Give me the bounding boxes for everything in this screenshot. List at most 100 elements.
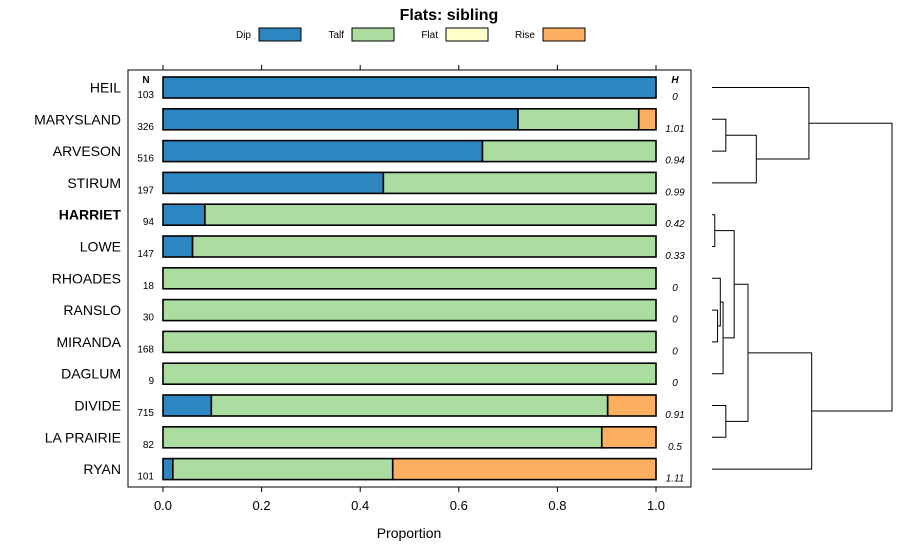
bar-row-la-prairie: LA PRAIRIE 82 0.5: [45, 425, 682, 453]
row-label-divide: DIVIDE: [74, 398, 121, 414]
row-label-arveson: ARVESON: [53, 143, 121, 159]
bar-segment-marysland-rise: [637, 108, 657, 131]
dendrogram-link-m3: [712, 87, 810, 160]
row-label-lowe: LOWE: [80, 239, 121, 255]
bar-segment-heil-dip: [162, 76, 657, 99]
bar-segment-stirum-dip: [162, 171, 385, 195]
bar-row-harriet: HARRIET 94 0.42: [59, 203, 685, 230]
dendrogram-link-m12: [808, 122, 893, 412]
h-column-header: H: [671, 75, 679, 86]
bar-segment-stirum-talf: [382, 171, 657, 195]
n-value-divide: 715: [137, 408, 154, 419]
legend-label-talf: Talf: [328, 30, 344, 41]
x-tick-label-0-6: 0.6: [450, 498, 468, 513]
dendrogram-link-m11: [712, 352, 813, 470]
x-tick-label-0-4: 0.4: [351, 498, 369, 513]
n-value-harriet: 94: [143, 217, 155, 228]
n-value-arveson: 516: [137, 154, 154, 165]
x-axis-title: Proportion: [377, 525, 442, 541]
bar-rows: HEIL 103 0 MARYSLAND 326 1.01 ARVESON 516 0.94 ST…: [34, 76, 685, 485]
bar-segment-marysland-talf: [517, 108, 640, 131]
bar-row-arveson: ARVESON 516 0.94: [53, 139, 685, 167]
n-value-la-prairie: 82: [143, 440, 155, 451]
h-value-miranda: 0: [672, 346, 678, 357]
row-label-daglum: DAGLUM: [61, 366, 121, 382]
dendrogram-link-m4: [712, 214, 716, 247]
row-label-rhoades: RHOADES: [52, 270, 121, 286]
bar-row-divide: DIVIDE 715 0.91: [74, 394, 685, 421]
dendrogram-link-m2: [712, 134, 757, 184]
chart-title: Flats: sibling: [400, 7, 499, 24]
bar-row-ryan: RYAN 101 1.11: [83, 457, 685, 485]
row-label-heil: HEIL: [90, 80, 121, 96]
bar-row-daglum: DAGLUM 9 0: [61, 362, 678, 389]
bar-row-rhoades: RHOADES 18 0: [52, 266, 678, 294]
bar-segment-daglum-talf: [162, 362, 657, 386]
x-tick-label-0-2: 0.2: [253, 498, 271, 513]
bar-segment-lowe-dip: [162, 235, 194, 258]
bar-row-heil: HEIL 103 0: [90, 76, 678, 103]
plot-frame: [127, 69, 692, 488]
dendrogram-link-m10: [725, 283, 749, 422]
legend-swatch-dip: [258, 27, 302, 42]
dendrogram-link-m1: [712, 118, 727, 152]
legend: Dip Talf Flat Rise: [236, 27, 586, 42]
bar-segment-arveson-talf: [481, 139, 657, 163]
h-value-ryan: 1.11: [666, 474, 685, 485]
row-label-ryan: RYAN: [83, 461, 121, 477]
x-tick-label-0-0: 0.0: [154, 498, 172, 513]
dendrogram-link-m9: [712, 405, 727, 438]
h-value-marysland: 1.01: [665, 124, 684, 135]
bar-segment-rhoades-talf: [162, 266, 657, 290]
legend-label-dip: Dip: [236, 30, 251, 41]
bar-segment-divide-rise: [606, 394, 657, 417]
bar-segment-harriet-dip: [162, 203, 206, 226]
bar-segment-ryan-rise: [391, 457, 657, 481]
bar-row-stirum: STIRUM 197 0.99: [67, 171, 685, 198]
bar-segment-divide-dip: [162, 394, 213, 417]
bar-segment-ryan-dip: [162, 457, 174, 481]
n-value-stirum: 197: [137, 185, 154, 196]
row-label-marysland: MARYSLAND: [34, 111, 121, 127]
bar-segment-la-prairie-rise: [600, 425, 657, 449]
bar-segment-miranda-talf: [162, 330, 657, 354]
bar-segment-la-prairie-talf: [162, 425, 603, 449]
n-value-daglum: 9: [148, 376, 154, 387]
h-value-heil: 0: [672, 92, 678, 103]
row-label-stirum: STIRUM: [67, 175, 121, 191]
bar-segment-divide-talf: [210, 394, 609, 417]
bar-segment-marysland-dip: [162, 108, 519, 131]
bar-row-miranda: MIRANDA 168 0: [56, 330, 678, 357]
h-value-lowe: 0.33: [665, 251, 685, 262]
bar-row-ranslo: RANSLO 30 0: [63, 298, 678, 326]
legend-label-flat: Flat: [421, 30, 438, 41]
n-value-rhoades: 18: [143, 281, 155, 292]
n-value-lowe: 147: [137, 249, 154, 260]
bar-row-lowe: LOWE 147 0.33: [80, 235, 685, 262]
x-tick-label-1-0: 1.0: [647, 498, 665, 513]
n-value-ranslo: 30: [143, 313, 155, 324]
x-tick-label-0-8: 0.8: [548, 498, 566, 513]
row-label-la-prairie: LA PRAIRIE: [45, 429, 121, 445]
x-axis: 0.0 0.2 0.4 0.6 0.8 1.0: [154, 65, 665, 513]
n-column-header: N: [142, 75, 149, 86]
n-value-miranda: 168: [137, 344, 154, 355]
n-value-heil: 103: [137, 90, 154, 101]
bar-segment-lowe-talf: [191, 235, 657, 258]
h-value-harriet: 0.42: [665, 219, 685, 230]
row-label-ranslo: RANSLO: [63, 302, 121, 318]
h-value-divide: 0.91: [665, 410, 684, 421]
dendrogram-link-m6: [712, 277, 721, 327]
row-label-miranda: MIRANDA: [56, 334, 121, 350]
legend-label-rise: Rise: [515, 30, 535, 41]
legend-swatch-rise: [542, 27, 586, 42]
h-value-la-prairie: 0.5: [668, 442, 682, 453]
row-label-harriet: HARRIET: [59, 207, 122, 223]
n-value-ryan: 101: [137, 472, 154, 483]
h-value-stirum: 0.99: [665, 187, 685, 198]
legend-swatch-flat: [445, 27, 489, 42]
bar-segment-ranslo-talf: [162, 298, 657, 322]
bar-segment-ryan-talf: [172, 457, 394, 481]
bar-segment-arveson-dip: [162, 139, 484, 163]
